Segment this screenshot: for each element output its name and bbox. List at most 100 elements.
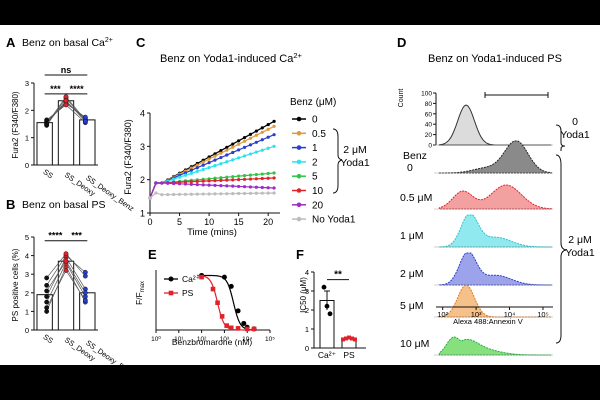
panel-c-point	[231, 175, 235, 179]
panel-b: B Benz on basal PS PS positive cells (%)…	[6, 197, 136, 378]
panel-f-category-label: Ca²⁺	[318, 350, 337, 360]
panel-letter-a: A	[6, 35, 16, 50]
panel-b-point	[44, 294, 50, 299]
panel-a-sig-label: ***	[50, 84, 61, 94]
panel-d-title: Benz on Yoda1-induced PS	[428, 53, 562, 65]
panel-letter-d: D	[397, 35, 406, 50]
panel-c-series-10	[149, 177, 275, 199]
panel-c-xlabel: Time (mins)	[187, 227, 237, 238]
panel-d-count-tick-label: 0	[428, 143, 432, 150]
panel-c-point	[201, 167, 205, 172]
panel-c-point	[160, 181, 164, 185]
panel-b-sig-label: ****	[48, 231, 63, 241]
panel-c-point	[213, 158, 217, 162]
panel-b-category-label: SS	[42, 332, 55, 345]
panel-b-ytick-label: 0	[25, 326, 29, 335]
panel-c-ylabel: Fura2 (F340/F380)	[123, 119, 133, 195]
panel-c-point	[148, 196, 152, 200]
panel-c-point	[237, 184, 241, 189]
panel-c-point	[254, 185, 258, 189]
panel-c-point	[260, 176, 264, 181]
panel-b-point	[82, 290, 88, 296]
panel-c-point	[189, 171, 193, 175]
panel-b-ytick-label: 5	[25, 233, 29, 242]
panel-e-fit-1	[197, 274, 257, 331]
panel-c-point	[172, 192, 176, 197]
panel-c-point	[154, 191, 158, 195]
panel-c-point	[248, 136, 253, 140]
panel-d-xtick-label: 10²	[437, 310, 448, 319]
panel-c-point	[201, 183, 205, 187]
panel-e-xtick-label: 10¹	[174, 336, 184, 343]
panel-c-xtick-label: 0	[147, 217, 152, 227]
panel-d-row-label: Benz	[403, 150, 427, 162]
panel-b-point	[44, 305, 50, 311]
panel-c: C Benz on Yoda1-induced Ca2+ Fura2 (F340…	[123, 35, 370, 238]
panel-e: E F/Fmax Benzbromarone (nM) 10⁰ 10¹ 10² 10³…	[134, 247, 275, 347]
panel-e-ylabel: F/Fmax	[134, 281, 146, 305]
panel-c-point	[242, 139, 247, 143]
panel-d-count-tick-label: 40	[425, 122, 433, 129]
panel-c-point	[237, 156, 241, 160]
panel-c-point	[189, 180, 193, 184]
panel-c-point	[266, 135, 270, 139]
panel-c-point	[207, 161, 211, 165]
panel-f-ytick-label: 0	[305, 344, 309, 353]
panel-c-legend-label: 5	[312, 172, 318, 183]
panel-c-point	[201, 192, 205, 196]
panel-e-xtick-label: 10⁰	[151, 335, 161, 343]
panel-c-point	[272, 186, 276, 190]
panel-d-side-bottom-2: Yoda1	[565, 247, 595, 259]
panel-d-row-label: 10 μM	[400, 338, 429, 350]
panel-b-point	[44, 275, 50, 281]
panel-c-point	[231, 145, 235, 149]
panel-c-point	[166, 181, 170, 185]
panel-c-point	[219, 176, 223, 180]
panel-b-ytick-label: 1	[25, 307, 29, 316]
panel-d-ylabel: Count	[398, 89, 405, 108]
panel-c-point	[219, 178, 223, 182]
panel-c-legend-label: 10	[312, 186, 324, 197]
panel-c-legend-marker	[296, 173, 302, 179]
panel-c-ytick-label: 1	[140, 209, 145, 219]
panel-c-point	[248, 132, 253, 136]
panel-b-point	[44, 299, 50, 305]
panel-e-point	[251, 326, 257, 332]
panel-c-point	[225, 192, 229, 196]
panel-d-row-label: 1 μM	[400, 230, 424, 242]
panel-c-point	[254, 177, 258, 181]
panel-f: F IC50 (μM) 0 1 2 3 4 Ca²⁺ PS **	[296, 247, 366, 360]
panel-e-point	[219, 314, 225, 319]
panel-d-xlabel: Alexa 488:Annexin V	[453, 317, 523, 326]
panel-f-point	[324, 303, 330, 309]
panel-c-point	[266, 146, 270, 150]
panel-c-point	[248, 191, 253, 195]
panel-c-point	[213, 164, 217, 168]
panel-a-point	[82, 114, 88, 120]
panel-c-bracket-label-2: Yoda1	[340, 157, 370, 169]
panel-e-xlabel: Benzbromarone (nM)	[172, 337, 252, 347]
panel-e-point	[228, 325, 234, 331]
panel-b-point	[63, 268, 69, 273]
panel-c-point	[177, 175, 182, 179]
panel-f-point	[353, 337, 357, 342]
panel-c-point	[189, 168, 193, 172]
figure-panel: A Benz on basal Ca2+ Fura2 (F340/F380) 0…	[0, 25, 600, 378]
panel-c-series-0.5	[149, 125, 275, 199]
panel-letter-b: B	[6, 197, 15, 212]
panel-c-point	[172, 177, 176, 181]
panel-c-point	[183, 171, 188, 175]
panel-c-series-20	[149, 182, 275, 199]
panel-c-point	[225, 153, 229, 157]
panel-c-point	[213, 179, 217, 183]
panel-c-point	[183, 182, 188, 186]
panel-e-xtick-label: 10³	[220, 336, 230, 343]
panel-letter-e: E	[148, 247, 157, 262]
panel-d-histogram-1	[438, 140, 552, 174]
panel-a-ytick-label: 2	[25, 106, 29, 115]
panel-c-point	[272, 133, 276, 137]
panel-d-row-label: 0.5 μM	[400, 192, 432, 204]
panel-c-point	[207, 157, 211, 161]
panel-c-legend-label: No Yoda1	[312, 215, 356, 226]
panel-c-point	[213, 154, 217, 158]
